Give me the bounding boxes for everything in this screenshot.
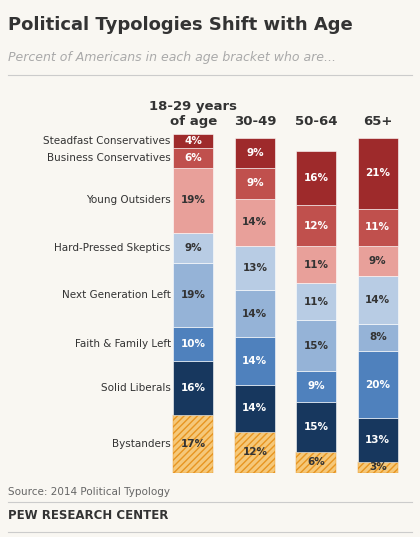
Text: 65+: 65+	[363, 115, 392, 128]
Bar	[173, 415, 213, 473]
Text: 3%: 3%	[369, 462, 387, 473]
Text: Source: 2014 Political Typology: Source: 2014 Political Typology	[8, 487, 171, 497]
Text: 13%: 13%	[242, 263, 268, 273]
Bar	[235, 246, 275, 290]
Text: 18-29 years
of age: 18-29 years of age	[150, 100, 237, 128]
Text: 9%: 9%	[185, 243, 202, 253]
Text: Next Generation Left: Next Generation Left	[62, 290, 171, 300]
Bar	[173, 168, 213, 233]
Bar	[358, 351, 398, 418]
Bar	[235, 432, 275, 473]
Text: Business Conservatives: Business Conservatives	[47, 153, 171, 163]
Text: 6%: 6%	[307, 458, 325, 467]
Bar	[173, 415, 213, 473]
Bar	[235, 337, 275, 384]
Bar	[297, 246, 336, 283]
Text: 13%: 13%	[365, 436, 390, 445]
Bar	[297, 452, 336, 473]
Text: 15%: 15%	[304, 422, 329, 432]
Text: 14%: 14%	[242, 356, 268, 366]
Bar	[173, 327, 213, 361]
Text: 8%: 8%	[369, 332, 387, 342]
Text: 19%: 19%	[181, 290, 206, 300]
Text: 10%: 10%	[181, 339, 206, 349]
Text: 12%: 12%	[242, 447, 268, 458]
Text: PEW RESEARCH CENTER: PEW RESEARCH CENTER	[8, 509, 169, 522]
Text: Faith & Family Left: Faith & Family Left	[74, 339, 171, 349]
Text: 15%: 15%	[304, 341, 329, 351]
Text: Bystanders: Bystanders	[112, 439, 171, 449]
Bar	[297, 283, 336, 321]
Bar	[173, 361, 213, 415]
Text: 21%: 21%	[365, 168, 390, 178]
Bar	[297, 206, 336, 246]
Text: Percent of Americans in each age bracket who are...: Percent of Americans in each age bracket…	[8, 51, 336, 64]
Bar	[297, 452, 336, 473]
Text: Steadfast Conservatives: Steadfast Conservatives	[43, 136, 171, 146]
Bar	[235, 432, 275, 473]
Bar	[173, 148, 213, 168]
Bar	[297, 321, 336, 371]
Text: 16%: 16%	[304, 173, 329, 184]
Text: 11%: 11%	[365, 222, 390, 233]
Bar	[297, 151, 336, 206]
Bar	[235, 290, 275, 337]
Text: Solid Liberals: Solid Liberals	[101, 383, 171, 393]
Text: Hard-Pressed Skeptics: Hard-Pressed Skeptics	[54, 243, 171, 253]
Text: 14%: 14%	[242, 309, 268, 318]
Text: 14%: 14%	[242, 217, 268, 227]
Text: 9%: 9%	[246, 148, 264, 158]
Bar	[358, 462, 398, 473]
Text: Young Outsiders: Young Outsiders	[86, 195, 171, 205]
Text: 6%: 6%	[184, 153, 202, 163]
Text: 30-49: 30-49	[234, 115, 276, 128]
Bar	[358, 209, 398, 246]
Text: 16%: 16%	[181, 383, 206, 393]
Bar	[297, 371, 336, 402]
Text: 9%: 9%	[369, 256, 386, 266]
Bar	[358, 277, 398, 324]
Bar	[173, 134, 213, 148]
Bar	[235, 199, 275, 246]
Text: 19%: 19%	[181, 195, 206, 205]
Bar	[235, 168, 275, 199]
Text: 9%: 9%	[246, 178, 264, 188]
Text: 17%: 17%	[181, 439, 206, 449]
Bar	[173, 263, 213, 327]
Bar	[358, 324, 398, 351]
Text: Political Typologies Shift with Age: Political Typologies Shift with Age	[8, 16, 353, 34]
Bar	[297, 402, 336, 452]
Text: 11%: 11%	[304, 297, 329, 307]
Text: 9%: 9%	[307, 381, 325, 391]
Text: 50-64: 50-64	[295, 115, 338, 128]
Bar	[173, 233, 213, 263]
Bar	[358, 462, 398, 473]
Bar	[358, 246, 398, 277]
Bar	[235, 138, 275, 168]
Text: 4%: 4%	[184, 136, 202, 146]
Bar	[235, 384, 275, 432]
Text: 14%: 14%	[242, 403, 268, 413]
Text: 11%: 11%	[304, 259, 329, 270]
Bar	[358, 418, 398, 462]
Text: 12%: 12%	[304, 221, 329, 231]
Bar	[358, 138, 398, 209]
Text: 20%: 20%	[365, 380, 390, 390]
Text: 14%: 14%	[365, 295, 390, 305]
